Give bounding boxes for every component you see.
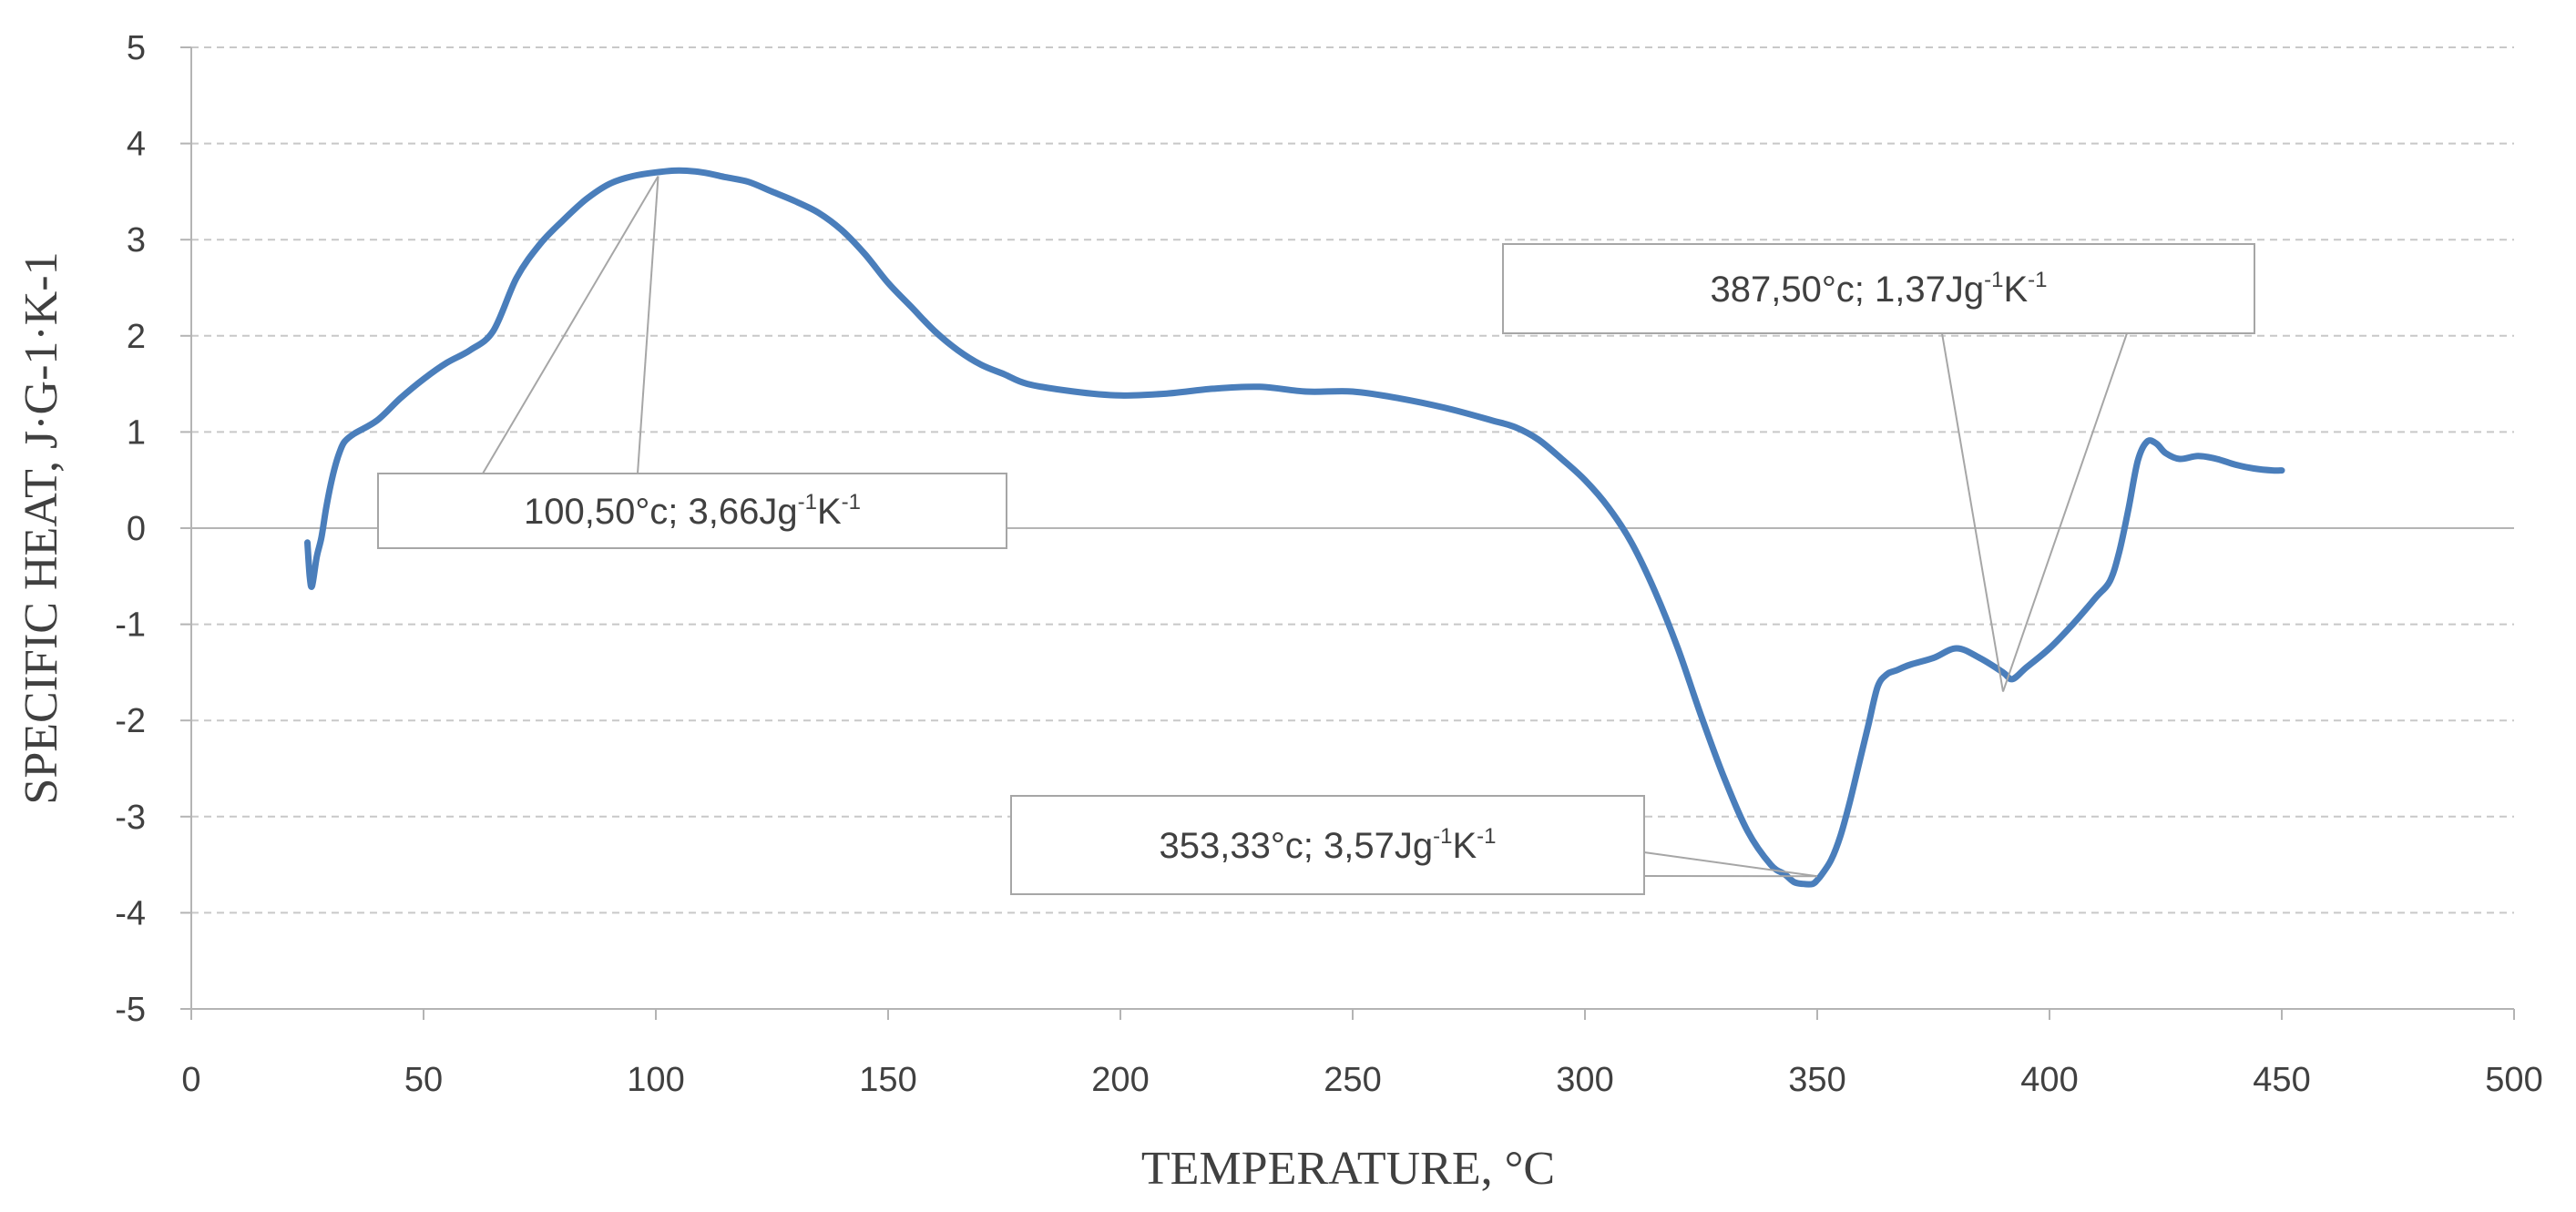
y-tick-label: -1	[115, 606, 146, 645]
y-axis-title: SPECIFIC HEAT, J·G-1·K-1	[15, 251, 67, 804]
y-tick-label: 3	[127, 221, 146, 260]
x-tick-label: 450	[2253, 1061, 2310, 1099]
y-tick-label: 5	[127, 29, 146, 67]
y-tick-label: 1	[127, 413, 146, 452]
x-tick-label: 0	[181, 1061, 200, 1099]
y-tick-label: -5	[115, 991, 146, 1029]
x-tick-label: 400	[2020, 1061, 2078, 1099]
y-tick-label: -2	[115, 702, 146, 740]
x-tick-label: 100	[627, 1061, 684, 1099]
x-tick-label: 50	[404, 1061, 443, 1099]
x-tick-label: 200	[1091, 1061, 1149, 1099]
x-tick-label: 300	[1556, 1061, 1613, 1099]
y-tick-label: -4	[115, 894, 146, 932]
x-tick-label: 250	[1324, 1061, 1381, 1099]
x-tick-label: 150	[859, 1061, 916, 1099]
y-tick-label: 0	[127, 510, 146, 548]
x-tick-label: 350	[1788, 1061, 1845, 1099]
y-tick-label: 4	[127, 126, 146, 164]
y-tick-label: 2	[127, 318, 146, 356]
x-axis-title: TEMPERATURE, °C	[1141, 1143, 1555, 1195]
x-tick-label: 500	[2485, 1061, 2542, 1099]
y-tick-label: -3	[115, 799, 146, 837]
